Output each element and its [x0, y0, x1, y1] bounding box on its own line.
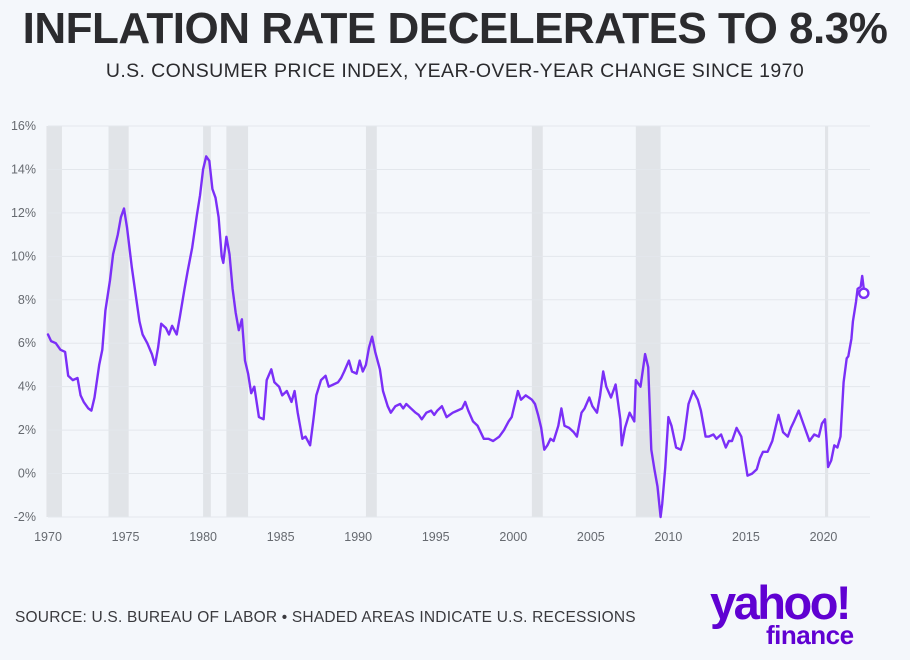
- x-tick-label: 1990: [344, 530, 372, 544]
- series-line: [46, 155, 865, 519]
- y-tick-label: 4%: [18, 380, 36, 394]
- recession-shade: [203, 126, 211, 517]
- y-tick-label: -2%: [14, 510, 36, 524]
- recession-shade: [108, 126, 129, 517]
- x-tick-label: 2010: [654, 530, 682, 544]
- x-axis: 1970 1975 1980 1985 1990 1995 2000 2005 2010 2015…: [34, 530, 837, 544]
- x-tick-label: 1985: [267, 530, 295, 544]
- y-tick-label: 0%: [18, 467, 36, 481]
- recession-shade: [531, 126, 543, 517]
- x-tick-label: 1975: [112, 530, 140, 544]
- y-tick-label: 12%: [11, 206, 36, 220]
- gridlines: [48, 125, 870, 518]
- x-tick-label: 2000: [499, 530, 527, 544]
- y-axis: -2% 0% 2% 4% 6% 8% 10% 12% 14% 16%: [11, 119, 36, 524]
- y-tick-label: 10%: [11, 249, 36, 263]
- x-tick-label: 2005: [577, 530, 605, 544]
- recession-shade: [635, 126, 661, 517]
- page-title: INFLATION RATE DECELERATES TO 8.3%: [22, 4, 888, 53]
- y-tick-label: 14%: [11, 162, 36, 176]
- y-tick-label: 8%: [18, 293, 36, 307]
- recession-shade: [825, 126, 829, 517]
- yahoo-finance-logo: yahoo! finance: [700, 576, 890, 652]
- page-subtitle: U.S. CONSUMER PRICE INDEX, YEAR-OVER-YEA…: [105, 60, 805, 82]
- logo-subtext: finance: [766, 620, 854, 650]
- x-tick-label: 1995: [422, 530, 450, 544]
- y-tick-label: 16%: [11, 119, 36, 133]
- x-tick-label: 1970: [34, 530, 62, 544]
- logo-wordmark: yahoo!: [710, 576, 852, 629]
- x-tick-label: 2015: [732, 530, 760, 544]
- y-tick-label: 6%: [18, 336, 36, 350]
- y-tick-label: 2%: [18, 423, 36, 437]
- recession-shade: [46, 126, 62, 517]
- recession-shades: [46, 126, 829, 517]
- recession-shade: [365, 126, 377, 517]
- inflation-line-chart: -2%0%2%4%6%8%10%12%14%16% 1970 1975 1980 19…: [11, 119, 870, 544]
- latest-value-marker: [857, 287, 870, 300]
- x-tick-label: 1980: [189, 530, 217, 544]
- x-tick-label: 2020: [810, 530, 838, 544]
- source-note: SOURCE: U.S. BUREAU OF LABOR • SHADED AR…: [15, 609, 636, 626]
